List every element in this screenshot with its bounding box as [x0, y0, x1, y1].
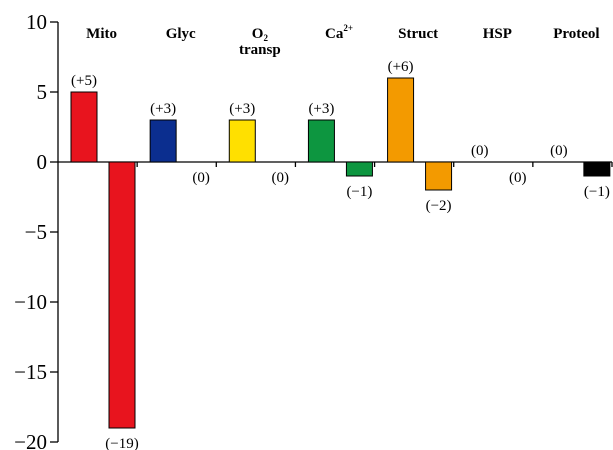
bar-glyc-up: [149, 119, 177, 163]
data-label: (−1): [584, 184, 610, 200]
category-label: Struct: [398, 26, 438, 42]
bar-struct-down: [425, 161, 453, 191]
data-label: (−19): [105, 436, 138, 450]
bar-mito-up: [70, 91, 98, 163]
y-tick-label: −10: [14, 290, 47, 314]
axes: 10 5 0 −5 −10 −15 −20: [14, 10, 613, 450]
category-label: O2: [252, 26, 269, 43]
bar-ca-up: [307, 119, 335, 163]
data-label: (0): [471, 143, 489, 159]
data-label: (+3): [229, 101, 255, 117]
data-label: (−2): [426, 198, 452, 214]
category-label: HSP: [483, 26, 512, 42]
y-tick-label: 10: [26, 10, 47, 34]
category-label: Proteol: [553, 26, 599, 42]
y-tick-label: −5: [25, 220, 47, 244]
category-label: Ca2+: [325, 23, 353, 42]
data-labels: (+5) (+3) (+3) (+3) (+6) (0) (0) (−19) (0) (0) (−1…: [71, 59, 610, 450]
category-label: Glyc: [166, 26, 196, 42]
y-tick-label: 0: [37, 150, 48, 174]
data-label: (+3): [150, 101, 176, 117]
data-label: (0): [550, 143, 568, 159]
y-tick-label: −20: [14, 430, 47, 450]
bar-mito-down: [108, 161, 136, 429]
bar-o-up: [228, 119, 256, 163]
category-label-line2: transp: [239, 42, 281, 58]
category-label: Mito: [86, 26, 117, 42]
bar-proteol-down: [583, 161, 611, 177]
y-tick-label: −15: [14, 360, 47, 384]
data-label: (−1): [346, 184, 372, 200]
data-label: (+3): [308, 101, 334, 117]
data-label: (+6): [388, 59, 414, 75]
data-label: (0): [192, 170, 210, 186]
bars: [70, 77, 611, 429]
data-label: (+5): [71, 73, 97, 89]
data-label: (0): [509, 170, 527, 186]
data-label: (0): [272, 170, 290, 186]
y-tick-label: 5: [37, 80, 48, 104]
bar-ca-down: [345, 161, 373, 177]
bar-struct-up: [387, 77, 415, 163]
